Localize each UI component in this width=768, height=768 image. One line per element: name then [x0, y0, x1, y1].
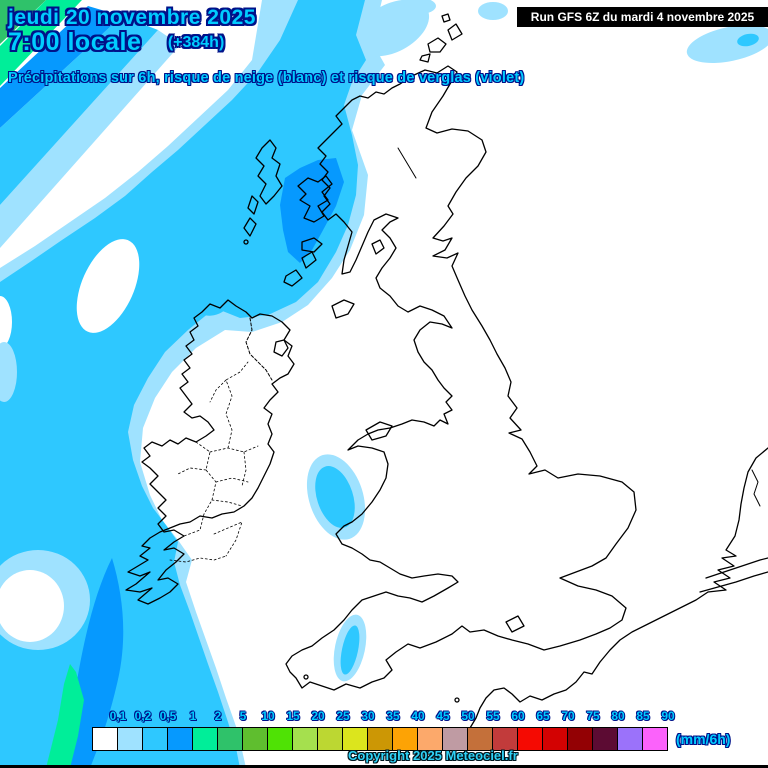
legend-swatch — [192, 727, 218, 751]
legend-label: 45 — [436, 709, 450, 723]
legend-swatch — [117, 727, 143, 751]
legend-swatch — [467, 727, 493, 751]
legend-label: 0,2 — [134, 709, 152, 723]
rain-area-moderate — [0, 16, 158, 205]
legend-label: 1 — [189, 709, 197, 723]
legend-label: 65 — [536, 709, 550, 723]
lake-loch-ness — [397, 147, 417, 179]
legend-label: 30 — [361, 709, 375, 723]
islands-scilly — [303, 674, 309, 680]
legend-label: 2 — [214, 709, 222, 723]
legend-label: 50 — [461, 709, 475, 723]
legend-swatch — [92, 727, 118, 751]
dry-hole — [76, 239, 140, 333]
legend-unit: (mm/6h) — [676, 731, 731, 747]
dry-hole — [0, 570, 64, 642]
island-islay — [283, 269, 303, 287]
legend-swatch — [217, 727, 243, 751]
island-alderney — [454, 697, 460, 703]
rain-area-strong — [280, 158, 344, 263]
rain-area-moderate — [315, 466, 355, 528]
island-wight — [505, 615, 525, 633]
lake-lough-neagh — [273, 339, 289, 357]
island-skye — [297, 175, 333, 223]
run-info-box: Run GFS 6Z du mardi 4 novembre 2025 — [517, 7, 768, 27]
legend-swatch — [292, 727, 318, 751]
legend-swatch — [617, 727, 643, 751]
island-man — [331, 299, 355, 319]
islands-orkney — [419, 13, 463, 63]
legend-swatch — [567, 727, 593, 751]
island-uists — [243, 195, 259, 237]
legend-swatch — [267, 727, 293, 751]
legend-label: 75 — [586, 709, 600, 723]
island-anglesey — [365, 421, 393, 441]
legend-label: 15 — [286, 709, 300, 723]
island-arran — [371, 239, 385, 255]
legend-label: 25 — [336, 709, 350, 723]
forecast-hour-offset: (+384h) — [167, 34, 225, 51]
legend-label: 5 — [239, 709, 247, 723]
rain-area-light — [354, 0, 430, 57]
island-lewis-harris — [255, 139, 283, 205]
forecast-time-row: 7:00 locale (+384h) — [8, 28, 224, 57]
rain-area-light — [478, 2, 508, 20]
county-borders — [169, 361, 259, 563]
legend-swatch — [367, 727, 393, 751]
legend-swatch — [142, 727, 168, 751]
legend-label: 10 — [261, 709, 275, 723]
rain-area-heavy — [46, 664, 84, 768]
legend-label: 80 — [611, 709, 625, 723]
rain-area-strong — [0, 6, 122, 128]
map-subtitle: Précipitations sur 6h, risque de neige (… — [8, 70, 525, 86]
legend-swatch — [317, 727, 343, 751]
island-mull — [301, 237, 323, 253]
coast-ireland — [125, 299, 295, 605]
legend-swatches — [92, 727, 668, 751]
legend-swatch — [167, 727, 193, 751]
forecast-time: 7:00 locale — [8, 28, 142, 56]
dry-hole — [0, 296, 12, 348]
rain-area-heavy — [0, 0, 82, 86]
island-barra — [243, 239, 249, 245]
rain-area-light — [0, 342, 17, 402]
rain-area-moderate — [0, 0, 366, 768]
legend-label: 20 — [311, 709, 325, 723]
legend-label: 0,1 — [109, 709, 127, 723]
precipitation-legend: 0,1 0,2 0,5 1 2 5 10 15 20 25 30 35 40 45 50 55 60 65 70 75… — [92, 709, 768, 759]
rain-area-light — [0, 30, 180, 248]
forecast-date: jeudi 20 novembre 2025 — [8, 6, 256, 29]
coast-great-britain — [285, 65, 637, 691]
legend-label: 90 — [661, 709, 675, 723]
legend-label: 85 — [636, 709, 650, 723]
rain-area-light — [404, 0, 436, 14]
coastline-layer — [125, 13, 768, 737]
coast-dutch-islands — [699, 557, 768, 593]
rain-area-heaviest — [0, 0, 46, 44]
bottom-border-bar — [0, 765, 768, 768]
coast-continent — [461, 447, 768, 737]
legend-label: 60 — [511, 709, 525, 723]
border-northern-ireland — [245, 317, 273, 381]
legend-swatch — [417, 727, 443, 751]
copyright-text: Copyright 2025 Meteociel.fr — [348, 748, 518, 763]
legend-label: 70 — [561, 709, 575, 723]
legend-swatch — [642, 727, 668, 751]
legend-swatch — [542, 727, 568, 751]
legend-swatch — [592, 727, 618, 751]
rain-area-moderate — [340, 625, 360, 675]
legend-swatch — [242, 727, 268, 751]
legend-swatch — [517, 727, 543, 751]
legend-label: 55 — [486, 709, 500, 723]
legend-labels: 0,1 0,2 0,5 1 2 5 10 15 20 25 30 35 40 45 50 55 60 65 70 75… — [92, 709, 768, 724]
legend-label: 35 — [386, 709, 400, 723]
coast-ijsselmeer — [751, 469, 761, 507]
island-jura — [301, 251, 317, 269]
rain-area-moderate — [737, 33, 759, 47]
legend-label: 0,5 — [159, 709, 177, 723]
legend-label: 40 — [411, 709, 425, 723]
